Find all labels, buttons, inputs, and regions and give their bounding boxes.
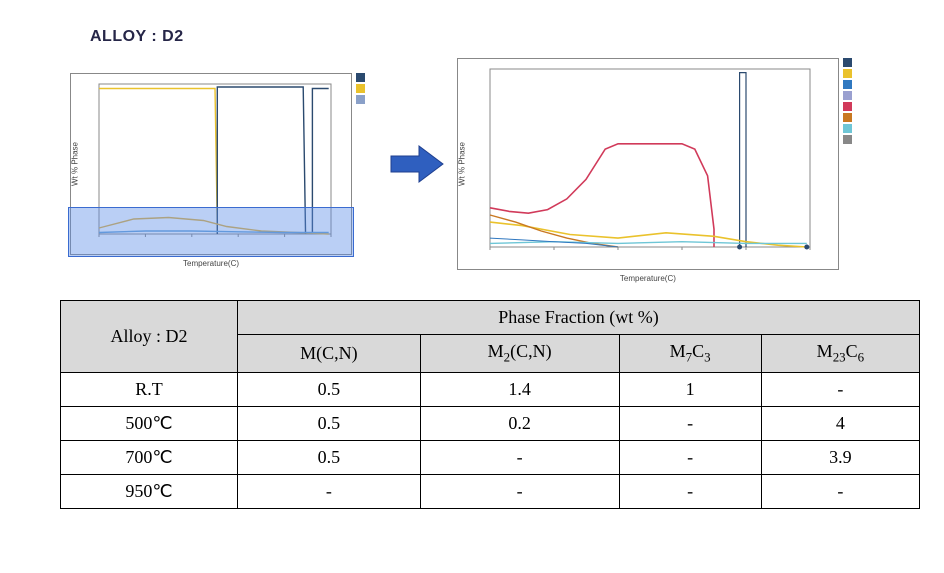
table-cell: 3.9 (761, 440, 919, 474)
arrow-icon (387, 142, 447, 186)
legend-item (843, 69, 864, 78)
table-cell: - (619, 474, 761, 508)
legend-swatch (843, 58, 852, 67)
legend-item (843, 102, 864, 111)
table-cell: - (420, 474, 619, 508)
legend-item (843, 135, 864, 144)
table-cell: 1 (619, 372, 761, 406)
legend-label (855, 124, 864, 133)
table-row: 950℃---- (61, 474, 920, 508)
legend-label (855, 69, 864, 78)
legend-item (843, 124, 864, 133)
legend-item (843, 58, 864, 67)
table-rowlabel-header: Alloy : D2 (61, 301, 238, 373)
table-cell: - (761, 474, 919, 508)
legend-item (356, 84, 377, 93)
table-row-label: R.T (61, 372, 238, 406)
legend-swatch (843, 69, 852, 78)
table-cell: 0.5 (238, 406, 421, 440)
legend-label (855, 113, 864, 122)
table-cell: 0.2 (420, 406, 619, 440)
charts-row: Wt % Phase Temperature(C) Wt % Phase Tem… (70, 58, 924, 270)
table-col-header: M23C6 (761, 335, 919, 373)
legend-label (855, 91, 864, 100)
legend-swatch (356, 73, 365, 82)
phase-table: Alloy : D2 Phase Fraction (wt %) M(C,N)M… (60, 300, 920, 509)
table-cell: 1.4 (420, 372, 619, 406)
legend-item (843, 113, 864, 122)
legend-label (855, 102, 864, 111)
table-row: 700℃0.5--3.9 (61, 440, 920, 474)
chart-right: Wt % Phase Temperature(C) (457, 58, 839, 270)
legend-swatch (356, 84, 365, 93)
table-cell: - (420, 440, 619, 474)
table-row-label: 950℃ (61, 474, 238, 508)
legend-label (368, 73, 377, 82)
chart-left: Wt % Phase Temperature(C) (70, 73, 352, 255)
legend-swatch (843, 102, 852, 111)
page-title: ALLOY : D2 (90, 28, 924, 46)
chart-left-ylabel: Wt % Phase (71, 142, 80, 186)
table-row-label: 700℃ (61, 440, 238, 474)
table-cell: 0.5 (238, 440, 421, 474)
legend-label (855, 135, 864, 144)
table-cell: - (619, 406, 761, 440)
table-cell: 0.5 (238, 372, 421, 406)
table-group-header: Phase Fraction (wt %) (238, 301, 920, 335)
table-cell: 4 (761, 406, 919, 440)
table-row: R.T0.51.41- (61, 372, 920, 406)
legend-swatch (843, 124, 852, 133)
legend-item (843, 80, 864, 89)
table-row: 500℃0.50.2-4 (61, 406, 920, 440)
legend-label (855, 58, 864, 67)
legend-item (356, 95, 377, 104)
legend-right (843, 58, 864, 144)
table-cell: - (761, 372, 919, 406)
table-col-header: M(C,N) (238, 335, 421, 373)
legend-swatch (843, 91, 852, 100)
table-col-header: M7C3 (619, 335, 761, 373)
legend-swatch (356, 95, 365, 104)
table-cell: - (238, 474, 421, 508)
legend-label (368, 84, 377, 93)
highlight-band (68, 207, 354, 257)
table-cell: - (619, 440, 761, 474)
legend-left (356, 73, 377, 104)
chart-left-xlabel: Temperature(C) (183, 259, 239, 268)
legend-swatch (843, 80, 852, 89)
legend-swatch (843, 135, 852, 144)
legend-item (843, 91, 864, 100)
table-row-label: 500℃ (61, 406, 238, 440)
legend-label (855, 80, 864, 89)
legend-swatch (843, 113, 852, 122)
legend-item (356, 73, 377, 82)
chart-right-svg (458, 59, 838, 269)
table-col-header: M2(C,N) (420, 335, 619, 373)
chart-right-ylabel: Wt % Phase (457, 142, 466, 186)
legend-label (368, 95, 377, 104)
chart-right-xlabel: Temperature(C) (620, 274, 676, 283)
